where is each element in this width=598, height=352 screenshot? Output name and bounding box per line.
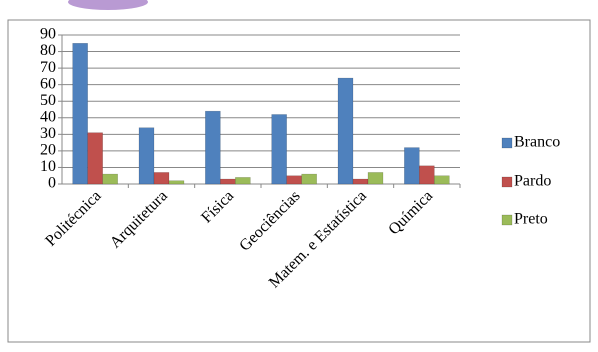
bar xyxy=(301,173,317,185)
y-tick-label: 20 xyxy=(40,142,56,159)
y-tick-label: 30 xyxy=(40,125,56,142)
y-tick-label: 0 xyxy=(48,175,56,192)
bar xyxy=(87,132,103,185)
bar xyxy=(153,172,170,185)
bar xyxy=(168,180,185,185)
bar xyxy=(205,110,221,185)
y-tick-label: 90 xyxy=(40,26,56,43)
bar xyxy=(286,175,302,185)
bar xyxy=(271,114,287,185)
bar xyxy=(434,175,450,185)
legend-label: Branco xyxy=(514,134,560,151)
y-tick-label: 50 xyxy=(40,92,56,109)
y-tick-label: 40 xyxy=(40,108,56,125)
bar xyxy=(367,172,384,185)
y-tick-label: 10 xyxy=(40,158,56,175)
bar xyxy=(352,178,369,185)
bar xyxy=(102,173,118,185)
bar xyxy=(419,165,435,185)
bar xyxy=(235,177,251,185)
y-tick-label: 80 xyxy=(40,42,56,59)
legend-swatch xyxy=(501,137,513,149)
bar xyxy=(220,178,236,185)
bar xyxy=(404,147,420,185)
bar xyxy=(138,127,155,185)
legend-swatch xyxy=(501,176,513,188)
y-tick-label: 70 xyxy=(40,59,56,76)
bar xyxy=(72,43,88,185)
bar xyxy=(337,77,354,185)
header-logo xyxy=(68,0,148,10)
legend-label: Pardo xyxy=(514,173,551,190)
y-tick-label: 60 xyxy=(40,75,56,92)
legend-swatch xyxy=(501,214,513,226)
legend-label: Preto xyxy=(514,211,548,228)
